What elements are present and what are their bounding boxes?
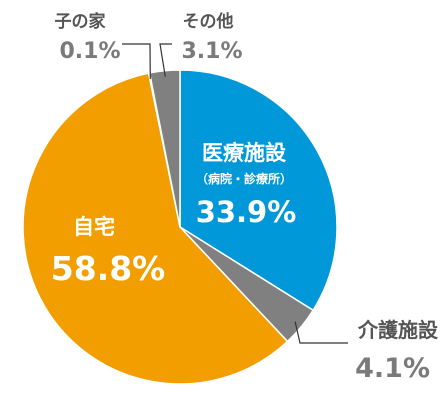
slice-value-medical: 33.9% bbox=[196, 195, 297, 229]
slice-label-care: 介護施設 bbox=[357, 318, 439, 342]
pie-slice-medical bbox=[179, 69, 338, 312]
leader-line-care bbox=[294, 321, 348, 344]
slice-label-home: 自宅 bbox=[73, 215, 115, 239]
slice-value-other: 3.1% bbox=[181, 39, 242, 64]
slice-label-other: その他 bbox=[183, 11, 234, 32]
slice-value-care: 4.1% bbox=[355, 353, 430, 384]
leader-lines bbox=[122, 43, 348, 344]
slice-label-child: 子の家 bbox=[55, 11, 106, 32]
leader-line-child bbox=[122, 43, 151, 79]
pie-slice-home bbox=[22, 72, 289, 385]
pie-slices bbox=[22, 69, 338, 385]
slice-label-medical: 医療施設 bbox=[202, 141, 287, 165]
slice-value-home: 58.8% bbox=[51, 249, 166, 288]
leader-line-other bbox=[159, 43, 172, 77]
slice-sublabel-medical: （病院・診療所） bbox=[196, 171, 292, 186]
slice-value-child: 0.1% bbox=[59, 39, 120, 64]
